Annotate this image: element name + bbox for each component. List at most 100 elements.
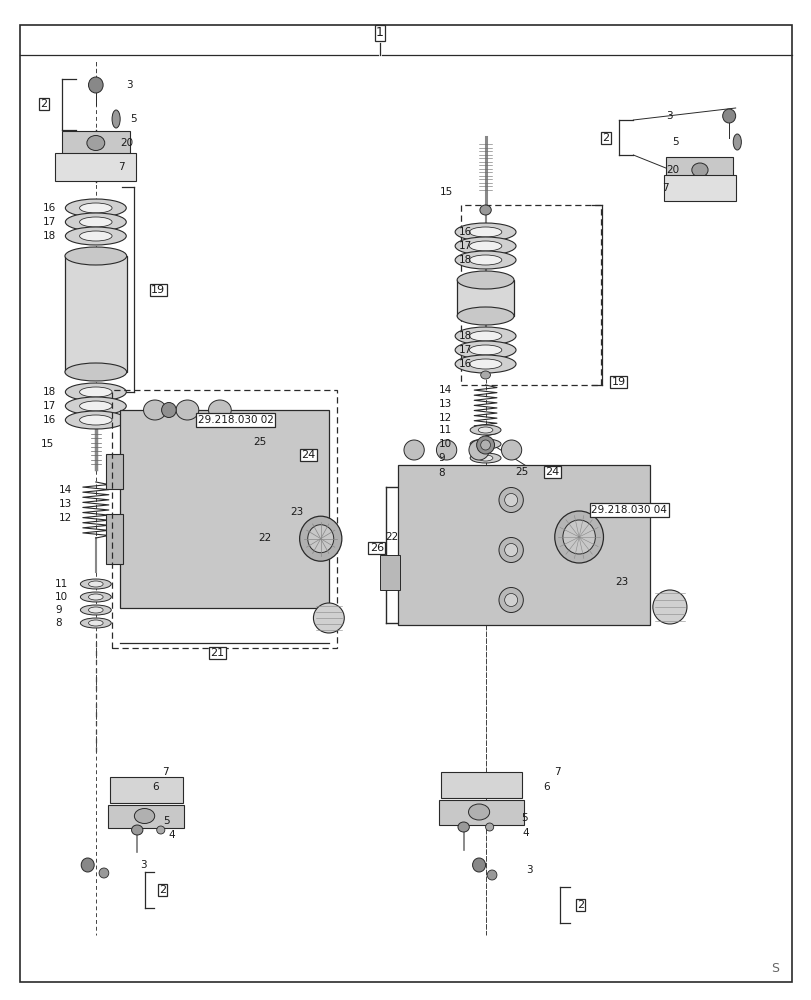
Polygon shape <box>109 777 182 803</box>
Ellipse shape <box>469 255 501 265</box>
Ellipse shape <box>487 870 496 880</box>
Ellipse shape <box>454 223 516 241</box>
Text: 12: 12 <box>59 513 72 523</box>
Text: 29.218.030 04: 29.218.030 04 <box>590 505 667 515</box>
Text: 14: 14 <box>438 385 451 395</box>
Ellipse shape <box>65 227 126 245</box>
Ellipse shape <box>88 620 103 626</box>
Ellipse shape <box>500 440 521 460</box>
Ellipse shape <box>457 271 513 289</box>
Text: 3: 3 <box>139 860 146 870</box>
Text: 16: 16 <box>43 415 56 425</box>
Text: 7: 7 <box>118 162 124 172</box>
Text: 6: 6 <box>152 782 159 792</box>
Text: 1: 1 <box>375 26 384 39</box>
Ellipse shape <box>454 341 516 359</box>
Ellipse shape <box>88 594 103 600</box>
Text: 2: 2 <box>159 885 165 895</box>
Ellipse shape <box>134 808 154 824</box>
Ellipse shape <box>691 163 707 177</box>
Text: 18: 18 <box>458 331 471 341</box>
Ellipse shape <box>498 538 522 562</box>
Text: 17: 17 <box>43 401 56 411</box>
Text: 17: 17 <box>458 241 471 251</box>
Ellipse shape <box>144 400 166 420</box>
Text: 2: 2 <box>41 99 47 109</box>
Text: 15: 15 <box>41 439 54 449</box>
Ellipse shape <box>457 307 513 325</box>
Text: 3: 3 <box>526 865 532 875</box>
Text: 3: 3 <box>126 80 132 90</box>
Ellipse shape <box>403 440 423 460</box>
Ellipse shape <box>65 397 126 415</box>
Text: 11: 11 <box>55 579 68 589</box>
Text: 2: 2 <box>602 133 608 143</box>
Polygon shape <box>55 153 136 181</box>
Ellipse shape <box>468 804 489 820</box>
Ellipse shape <box>454 327 516 345</box>
Ellipse shape <box>454 237 516 255</box>
Ellipse shape <box>65 247 127 265</box>
Ellipse shape <box>80 605 111 615</box>
Text: 3: 3 <box>665 111 672 121</box>
Ellipse shape <box>65 383 126 401</box>
Text: 26: 26 <box>369 543 384 553</box>
Ellipse shape <box>80 579 111 589</box>
Ellipse shape <box>722 109 735 123</box>
Ellipse shape <box>79 231 112 241</box>
Ellipse shape <box>479 205 491 215</box>
Bar <box>112 390 337 648</box>
Ellipse shape <box>79 387 112 397</box>
Text: 16: 16 <box>458 359 471 369</box>
Bar <box>105 514 123 564</box>
Ellipse shape <box>470 468 500 478</box>
Text: 7: 7 <box>661 183 667 193</box>
Ellipse shape <box>79 217 112 227</box>
Polygon shape <box>665 157 732 183</box>
Ellipse shape <box>65 213 126 231</box>
Ellipse shape <box>476 436 494 454</box>
Text: 5: 5 <box>672 137 678 147</box>
Ellipse shape <box>79 401 112 411</box>
Ellipse shape <box>562 520 594 554</box>
Ellipse shape <box>112 110 120 128</box>
Ellipse shape <box>79 203 112 213</box>
Text: 22: 22 <box>258 533 271 543</box>
Ellipse shape <box>485 823 493 831</box>
Ellipse shape <box>65 411 126 429</box>
Text: 19: 19 <box>151 285 165 295</box>
Ellipse shape <box>478 427 492 433</box>
Ellipse shape <box>88 581 103 587</box>
Text: 5: 5 <box>130 114 136 124</box>
Text: 9: 9 <box>438 453 444 463</box>
Ellipse shape <box>80 618 111 628</box>
Text: 20: 20 <box>120 138 133 148</box>
Ellipse shape <box>208 400 231 420</box>
Text: 7: 7 <box>162 767 169 777</box>
Polygon shape <box>62 131 130 155</box>
Text: 10: 10 <box>438 439 451 449</box>
Text: 6: 6 <box>543 782 549 792</box>
Ellipse shape <box>454 251 516 269</box>
Bar <box>461 205 600 385</box>
Ellipse shape <box>480 440 490 450</box>
Text: 25: 25 <box>253 437 266 447</box>
Text: 11: 11 <box>438 425 451 435</box>
Text: 8: 8 <box>55 618 62 628</box>
Text: 20: 20 <box>665 165 678 175</box>
Polygon shape <box>108 805 184 828</box>
Text: 18: 18 <box>43 231 56 241</box>
Polygon shape <box>663 175 735 201</box>
Ellipse shape <box>652 590 686 624</box>
Ellipse shape <box>176 400 199 420</box>
Ellipse shape <box>454 355 516 373</box>
Text: 23: 23 <box>290 507 303 517</box>
Text: 23: 23 <box>615 577 628 587</box>
Ellipse shape <box>469 241 501 251</box>
Text: 25: 25 <box>514 467 527 477</box>
Ellipse shape <box>157 826 165 834</box>
Polygon shape <box>457 280 513 316</box>
Ellipse shape <box>88 77 103 93</box>
Text: 16: 16 <box>43 203 56 213</box>
Text: 21: 21 <box>210 648 225 658</box>
